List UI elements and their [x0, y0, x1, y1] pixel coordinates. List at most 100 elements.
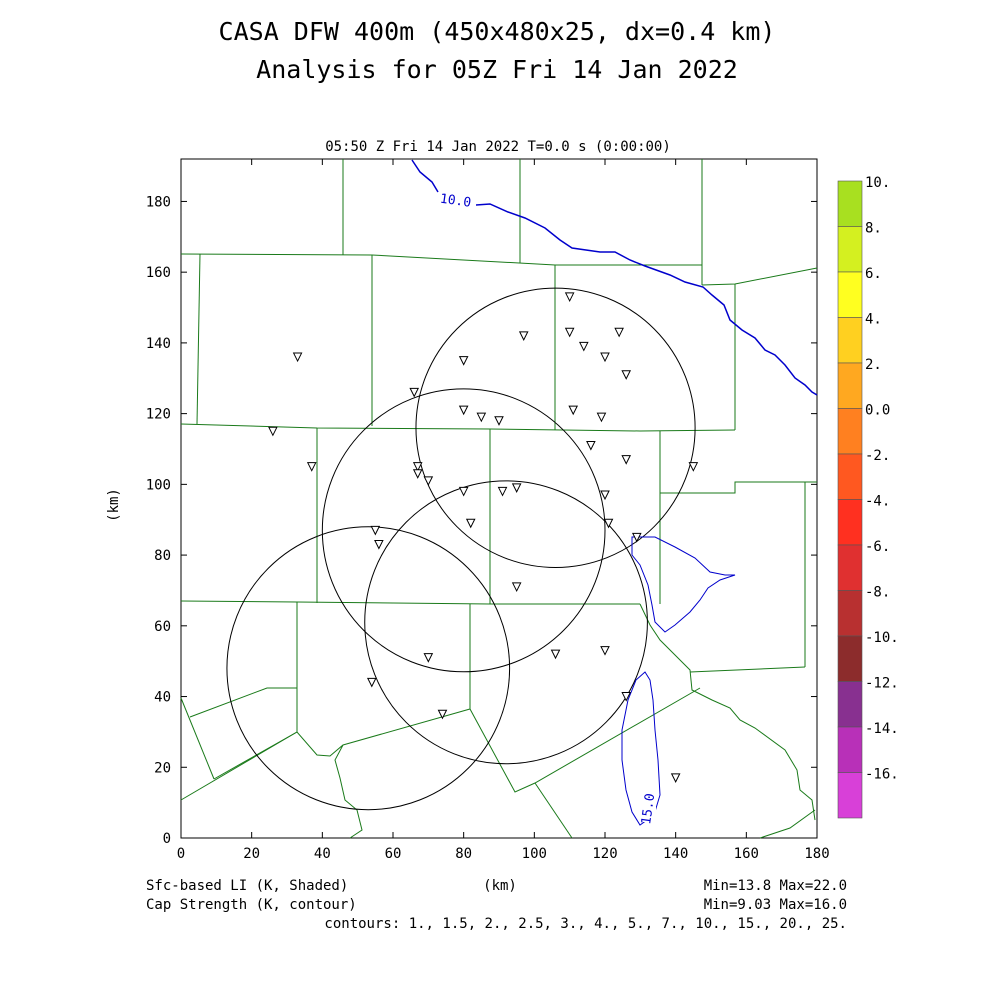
title-line-2: Analysis for 05Z Fri 14 Jan 2022 — [256, 55, 738, 84]
station-marker — [458, 486, 469, 497]
y-tick-label: 100 — [146, 477, 171, 493]
colorbar-swatch — [837, 590, 863, 637]
colorbar-label: -6. — [865, 539, 890, 555]
colorbar-label: -12. — [865, 676, 899, 692]
colorbar-label: -14. — [865, 721, 899, 737]
colorbar-swatch — [837, 772, 863, 819]
county-boundaries — [180, 159, 818, 839]
station-marker — [511, 483, 522, 494]
colorbar-label: 6. — [865, 266, 882, 282]
station-marker — [614, 327, 624, 338]
y-tick-label: 80 — [154, 548, 171, 564]
station-marker — [621, 455, 632, 465]
station-marker — [476, 412, 487, 423]
x-tick-label: 20 — [243, 846, 260, 862]
station-marker — [494, 416, 504, 426]
station-marker — [412, 469, 423, 479]
colorbar-swatch — [837, 271, 863, 318]
radar-range-ring — [321, 388, 606, 673]
colorbar-swatch — [837, 226, 863, 273]
colorbar-label: 4. — [865, 312, 882, 328]
station-marker — [564, 327, 575, 338]
station-marker — [600, 352, 610, 363]
plot-subtitle: 05:50 Z Fri 14 Jan 2022 T=0.0 s (0:00:00… — [325, 139, 671, 155]
station-markers — [268, 292, 699, 783]
cap-strength-contours — [411, 159, 818, 826]
station-marker — [366, 677, 377, 688]
map-area: 10.0 15.0 — [180, 158, 818, 839]
colorbar-swatch — [837, 635, 863, 682]
station-marker — [465, 518, 476, 529]
radar-range-rings — [226, 287, 696, 811]
station-marker — [586, 440, 596, 451]
colorbar-swatch — [837, 499, 863, 546]
station-marker — [596, 412, 607, 423]
colorbar: 10. 8. 6. 4. 2. 0.0 -2. -4. -6. -8. -10. -12. -14. -1… — [837, 175, 899, 819]
plot-frame — [180, 158, 818, 839]
x-tick-label: 140 — [663, 846, 688, 862]
x-tick-label: 40 — [314, 846, 331, 862]
station-marker — [458, 405, 469, 416]
contour-15-east — [631, 536, 736, 633]
station-marker — [670, 773, 681, 783]
colorbar-label: -10. — [865, 630, 899, 646]
colorbar-label: -16. — [865, 767, 899, 783]
y-tick-label: 60 — [154, 619, 171, 635]
footer-shaded-field: Sfc-based LI (K, Shaded) — [146, 878, 348, 894]
colorbar-swatch — [837, 681, 863, 728]
station-marker — [268, 426, 278, 437]
y-tick-label: 180 — [146, 194, 171, 210]
x-tick-label: 60 — [385, 846, 402, 862]
station-marker — [497, 486, 508, 497]
station-marker — [603, 518, 614, 529]
footer-contour-field: Cap Strength (K, contour) — [146, 897, 357, 913]
x-axis: 0 20 40 60 80 100 120 140 160 180 — [177, 159, 830, 862]
y-axis-label: (km) — [106, 488, 122, 522]
x-tick-label: 120 — [592, 846, 617, 862]
x-tick-label: 100 — [522, 846, 547, 862]
station-marker — [458, 356, 469, 366]
station-marker — [412, 462, 423, 472]
contour-label-10: 10.0 — [439, 192, 472, 211]
colorbar-swatch — [837, 317, 863, 364]
station-marker — [423, 653, 434, 663]
y-tick-label: 140 — [146, 336, 171, 352]
station-marker — [306, 462, 317, 472]
station-marker — [550, 649, 561, 660]
station-marker — [578, 341, 589, 352]
x-tick-label: 0 — [177, 846, 185, 862]
station-marker — [621, 692, 632, 702]
radar-range-ring — [415, 287, 696, 568]
contour-10 — [411, 159, 818, 396]
colorbar-label: 10. — [865, 175, 890, 191]
y-tick-label: 120 — [146, 407, 171, 423]
footer-shaded-minmax: Min=13.8 Max=22.0 — [704, 878, 847, 894]
station-marker — [631, 532, 642, 543]
station-marker — [374, 539, 384, 550]
station-marker — [370, 525, 381, 536]
y-tick-label: 20 — [154, 760, 171, 776]
y-tick-label: 160 — [146, 265, 171, 281]
station-marker — [600, 646, 610, 656]
radar-range-ring — [364, 480, 648, 765]
footer-contour-levels: contours: 1., 1.5, 2., 2.5, 3., 4., 5., … — [324, 916, 847, 932]
footer-contour-minmax: Min=9.03 Max=16.0 — [704, 897, 847, 913]
station-marker — [518, 331, 529, 341]
colorbar-swatch — [837, 544, 863, 591]
x-tick-label: 160 — [734, 846, 759, 862]
colorbar-swatch — [837, 362, 863, 409]
station-marker — [423, 476, 434, 486]
x-axis-label: (km) — [483, 878, 517, 894]
colorbar-label: -8. — [865, 585, 890, 601]
colorbar-label: -4. — [865, 494, 890, 510]
colorbar-label: -2. — [865, 448, 890, 464]
colorbar-swatch — [837, 453, 863, 500]
y-tick-label: 40 — [154, 690, 171, 706]
radar-range-ring — [226, 526, 511, 811]
colorbar-swatch — [837, 726, 863, 773]
y-axis: 0 20 40 60 80 100 120 140 160 180 — [146, 194, 817, 847]
station-marker — [437, 709, 448, 720]
colorbar-swatch — [837, 180, 863, 227]
colorbar-label: 2. — [865, 357, 882, 373]
